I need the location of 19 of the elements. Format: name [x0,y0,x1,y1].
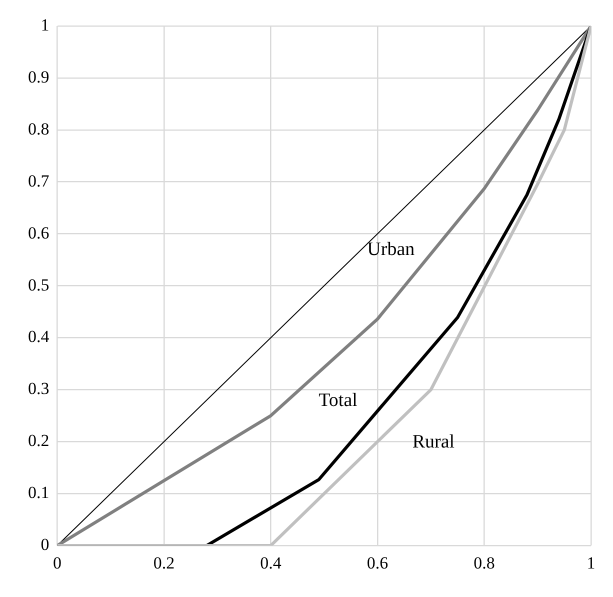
x-tick-label: 0.2 [153,553,175,572]
series-label: Rural [412,432,455,453]
y-tick-label: 1 [40,15,50,34]
series-label: Urban [367,238,416,260]
y-tick-label: 0.8 [28,119,50,138]
y-tick-label: 0.6 [28,223,50,242]
y-tick-label: 0.4 [28,327,50,346]
y-tick-label: 0.1 [28,483,50,502]
x-tick-label: 0.4 [260,553,282,572]
x-tick-label: 0.6 [366,553,388,572]
y-tick-label: 0.5 [28,275,50,294]
y-tick-label: 0 [40,535,50,554]
x-tick-label: 1 [586,553,596,572]
y-tick-label: 0.2 [28,431,50,450]
y-tick-label: 0.3 [28,379,50,398]
y-tick-label: 0.9 [28,67,50,86]
x-tick-label: 0.8 [474,553,495,572]
series-label: Total [318,390,358,412]
y-tick-label: 0.7 [28,171,50,190]
